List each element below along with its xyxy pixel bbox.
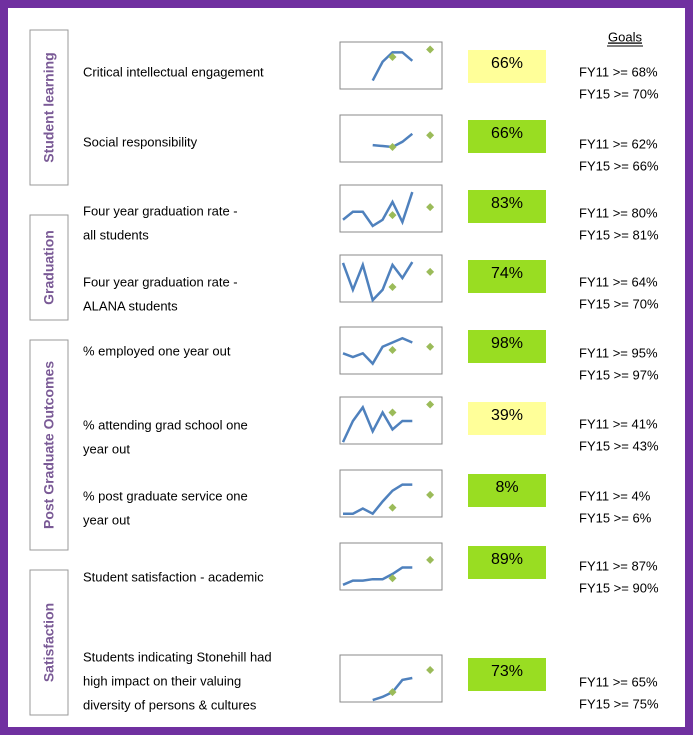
metric-label: Four year graduation rate - <box>83 203 238 218</box>
status-box <box>468 658 546 691</box>
group-label: Graduation <box>41 230 57 305</box>
status-value: 66% <box>491 125 523 142</box>
goal-marker <box>388 142 397 151</box>
goal-marker <box>388 53 397 62</box>
metric-label: high impact on their valuing <box>83 673 241 688</box>
sparkline-box <box>339 396 443 445</box>
status-value: 98% <box>491 335 523 352</box>
sparkline-box <box>339 654 443 703</box>
goal-text: FY15 >= 43% <box>579 438 659 453</box>
goal-marker <box>426 490 435 499</box>
metric-label: Critical intellectual engagement <box>83 64 264 79</box>
sparkline <box>341 260 414 303</box>
group-label: Student learning <box>41 52 57 162</box>
goal-text: FY15 >= 70% <box>579 86 659 101</box>
goal-marker <box>388 408 397 417</box>
goal-marker <box>388 574 397 583</box>
sparkline-box <box>339 114 443 163</box>
group-box <box>29 29 69 186</box>
metric-label: % attending grad school one <box>83 417 248 432</box>
goal-text: FY11 >= 64% <box>579 274 658 289</box>
goal-marker <box>426 342 435 351</box>
sparkline <box>371 51 414 82</box>
goal-text: FY11 >= 62% <box>579 136 658 151</box>
metric-label: Four year graduation rate - <box>83 274 238 289</box>
metric-label: diversity of persons & cultures <box>83 697 257 712</box>
goal-marker <box>426 666 435 675</box>
status-box <box>468 474 546 507</box>
status-box <box>468 260 546 293</box>
sparkline <box>342 336 413 366</box>
goal-marker <box>426 131 435 140</box>
metric-label: % post graduate service one <box>83 488 248 503</box>
status-box <box>468 50 546 83</box>
goal-text: FY11 >= 41% <box>579 416 658 431</box>
metric-label: % employed one year out <box>83 343 231 358</box>
goal-text: FY15 >= 81% <box>579 227 659 242</box>
group-label: Satisfaction <box>41 603 57 682</box>
goal-marker <box>426 267 435 276</box>
goals-header: Goals <box>608 29 642 44</box>
goal-text: FY11 >= 68% <box>579 64 658 79</box>
status-value: 74% <box>491 265 523 282</box>
status-value: 73% <box>491 663 523 680</box>
sparkline <box>342 566 413 586</box>
metric-label: year out <box>83 512 130 527</box>
sparkline-box <box>339 41 443 90</box>
goal-text: FY15 >= 97% <box>579 367 659 382</box>
status-box <box>468 120 546 153</box>
metric-label: Student satisfaction - academic <box>83 569 264 584</box>
status-box <box>468 330 546 363</box>
goal-marker <box>388 346 397 355</box>
group-label: Post Graduate Outcomes <box>41 361 57 529</box>
status-value: 8% <box>495 479 518 496</box>
status-value: 83% <box>491 195 523 212</box>
status-box <box>468 190 546 223</box>
status-box <box>468 546 546 579</box>
goal-marker <box>388 211 397 220</box>
goal-text: FY11 >= 95% <box>579 345 658 360</box>
goal-marker <box>426 400 435 409</box>
sparkline-box <box>339 184 443 233</box>
sparkline <box>342 191 414 228</box>
status-box <box>468 402 546 435</box>
metric-label: year out <box>83 441 130 456</box>
goal-marker <box>426 555 435 564</box>
metric-label: Social responsibility <box>83 134 198 149</box>
goal-text: FY11 >= 65% <box>579 674 658 689</box>
goal-marker <box>388 503 397 512</box>
goal-text: FY15 >= 90% <box>579 580 659 595</box>
group-box <box>29 339 69 551</box>
status-value: 39% <box>491 407 523 424</box>
sparkline-box <box>339 542 443 591</box>
goal-marker <box>426 45 435 54</box>
goal-text: FY15 >= 66% <box>579 158 659 173</box>
group-box <box>29 214 69 321</box>
group-box <box>29 569 69 716</box>
goal-text: FY15 >= 6% <box>579 510 652 525</box>
goal-text: FY11 >= 4% <box>579 488 651 503</box>
sparkline <box>341 404 413 443</box>
goal-text: FY15 >= 75% <box>579 696 659 711</box>
metric-label: all students <box>83 227 149 242</box>
goal-marker <box>426 203 435 212</box>
goal-text: FY11 >= 80% <box>579 205 658 220</box>
sparkline-box <box>339 254 443 303</box>
goal-text: FY11 >= 87% <box>579 558 658 573</box>
sparkline <box>343 483 413 516</box>
status-value: 66% <box>491 55 523 72</box>
metric-label: Students indicating Stonehill had <box>83 649 272 664</box>
goal-marker <box>388 282 397 291</box>
goal-text: FY15 >= 70% <box>579 296 659 311</box>
metric-label: ALANA students <box>83 298 178 313</box>
status-value: 89% <box>491 551 523 568</box>
goal-marker <box>388 688 397 697</box>
